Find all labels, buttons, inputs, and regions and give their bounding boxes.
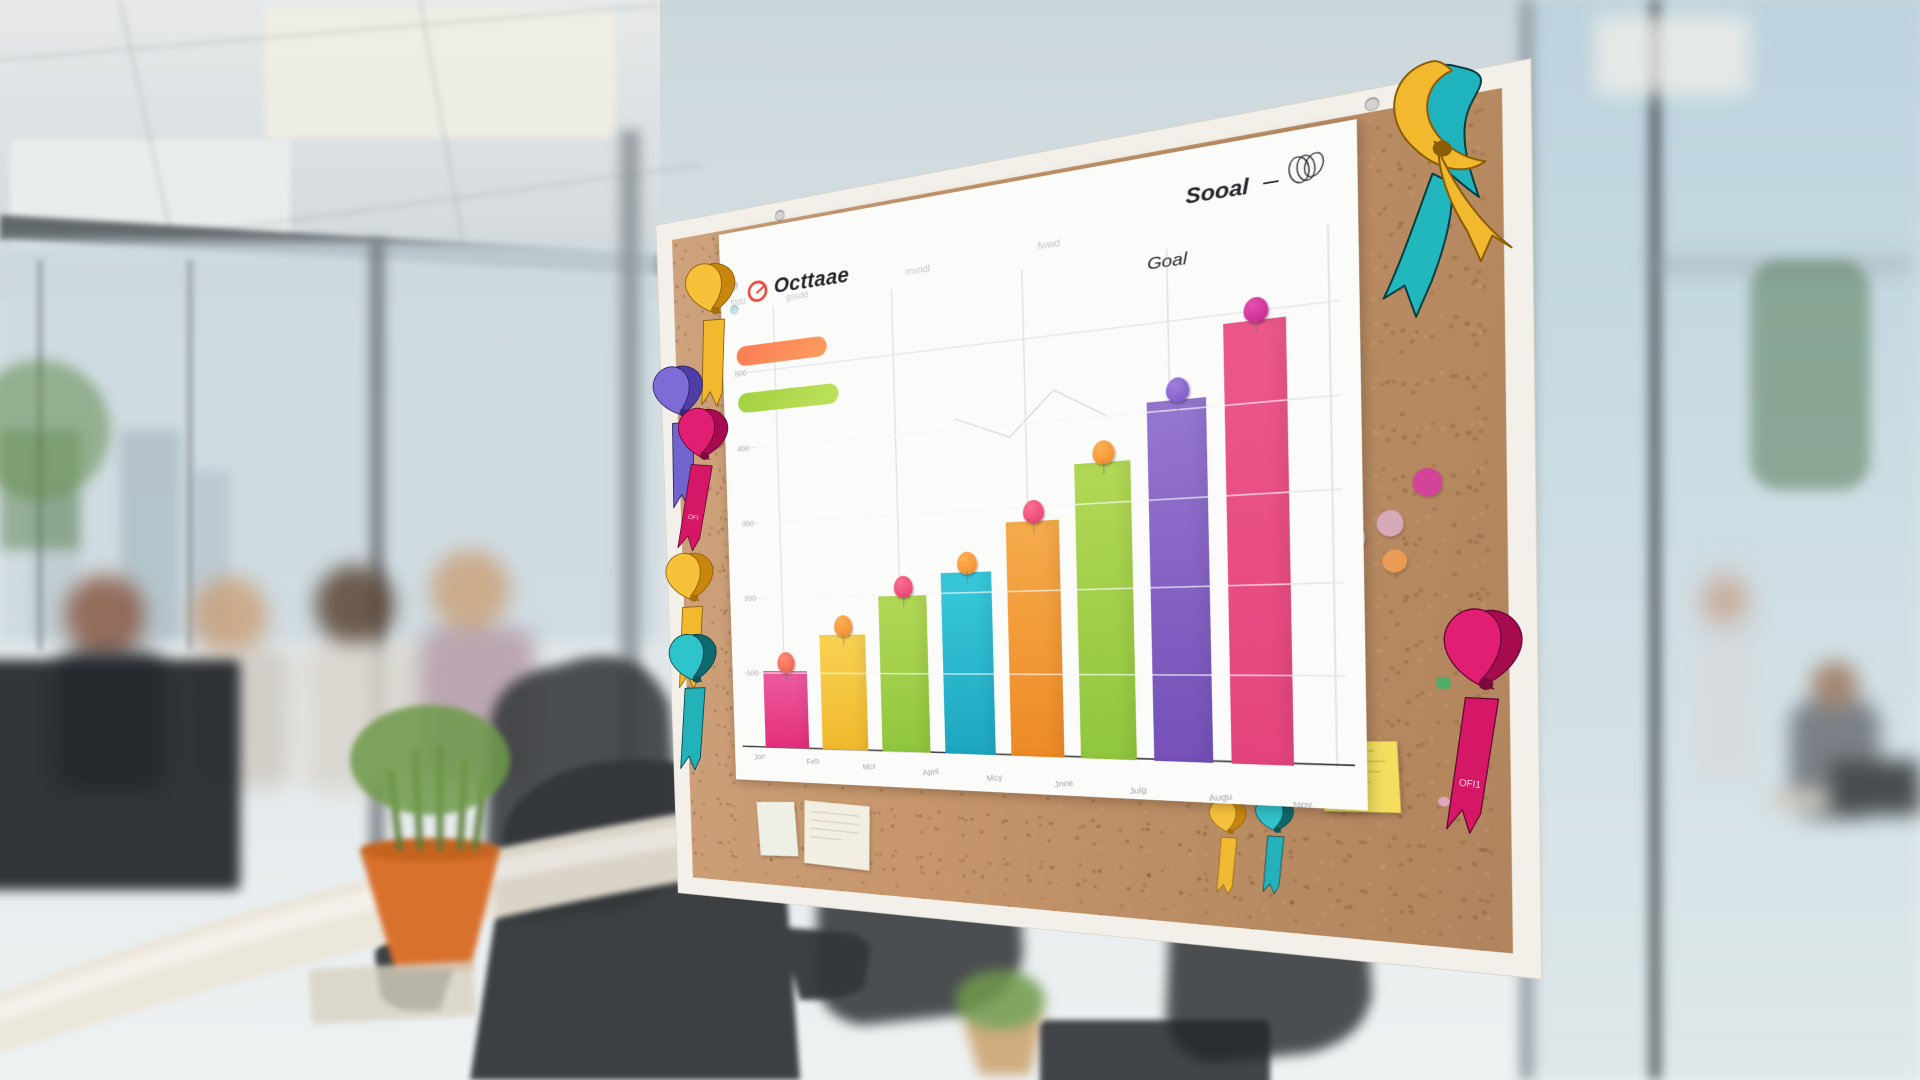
svg-text:Nov: Nov xyxy=(1293,800,1315,811)
svg-text:Jnne: Jnne xyxy=(1054,779,1075,790)
svg-text:Feb: Feb xyxy=(806,757,820,767)
svg-text:Mcr: Mcr xyxy=(862,762,877,772)
svg-text:Mcy: Mcy xyxy=(986,773,1004,783)
svg-text:Jon: Jon xyxy=(754,753,767,762)
svg-text:Augu: Augu xyxy=(1208,792,1234,804)
svg-text:Apnl: Apnl xyxy=(922,768,940,778)
svg-text:Julg: Julg xyxy=(1129,786,1148,797)
